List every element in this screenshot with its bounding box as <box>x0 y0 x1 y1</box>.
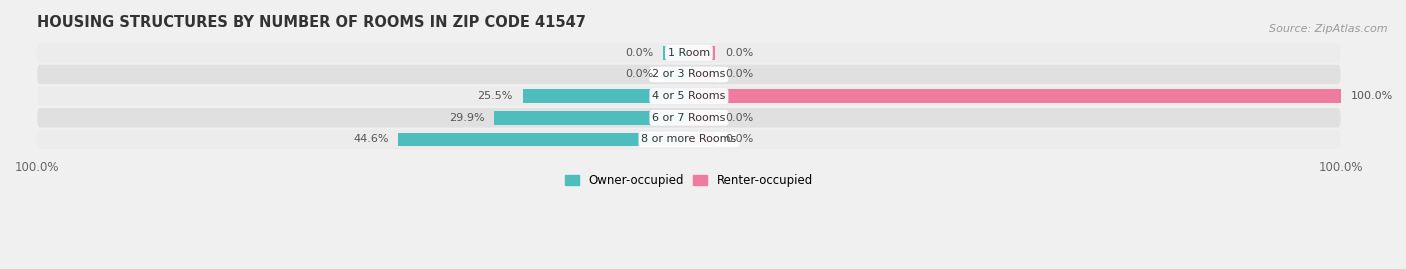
Legend: Owner-occupied, Renter-occupied: Owner-occupied, Renter-occupied <box>560 169 818 192</box>
Text: 0.0%: 0.0% <box>724 69 754 79</box>
Text: 8 or more Rooms: 8 or more Rooms <box>641 134 737 144</box>
Text: 2 or 3 Rooms: 2 or 3 Rooms <box>652 69 725 79</box>
Text: 0.0%: 0.0% <box>724 134 754 144</box>
Bar <box>689 68 716 81</box>
Text: 0.0%: 0.0% <box>724 48 754 58</box>
Text: 0.0%: 0.0% <box>624 48 652 58</box>
FancyBboxPatch shape <box>37 130 1340 149</box>
FancyBboxPatch shape <box>37 43 1340 63</box>
Text: 4 or 5 Rooms: 4 or 5 Rooms <box>652 91 725 101</box>
Text: HOUSING STRUCTURES BY NUMBER OF ROOMS IN ZIP CODE 41547: HOUSING STRUCTURES BY NUMBER OF ROOMS IN… <box>37 15 586 30</box>
Text: Source: ZipAtlas.com: Source: ZipAtlas.com <box>1270 24 1388 34</box>
Bar <box>689 133 716 146</box>
Text: 0.0%: 0.0% <box>624 69 652 79</box>
Bar <box>523 89 689 103</box>
Bar <box>662 46 689 59</box>
FancyBboxPatch shape <box>37 86 1340 106</box>
FancyBboxPatch shape <box>37 108 1340 128</box>
Bar <box>662 68 689 81</box>
Bar <box>689 89 1340 103</box>
Text: 25.5%: 25.5% <box>478 91 513 101</box>
Bar <box>494 111 689 125</box>
Text: 44.6%: 44.6% <box>353 134 388 144</box>
Text: 100.0%: 100.0% <box>1350 91 1392 101</box>
FancyBboxPatch shape <box>37 65 1340 84</box>
Text: 6 or 7 Rooms: 6 or 7 Rooms <box>652 113 725 123</box>
Bar <box>689 111 716 125</box>
Text: 29.9%: 29.9% <box>449 113 484 123</box>
Bar <box>398 133 689 146</box>
Text: 1 Room: 1 Room <box>668 48 710 58</box>
Text: 0.0%: 0.0% <box>724 113 754 123</box>
Bar <box>689 46 716 59</box>
